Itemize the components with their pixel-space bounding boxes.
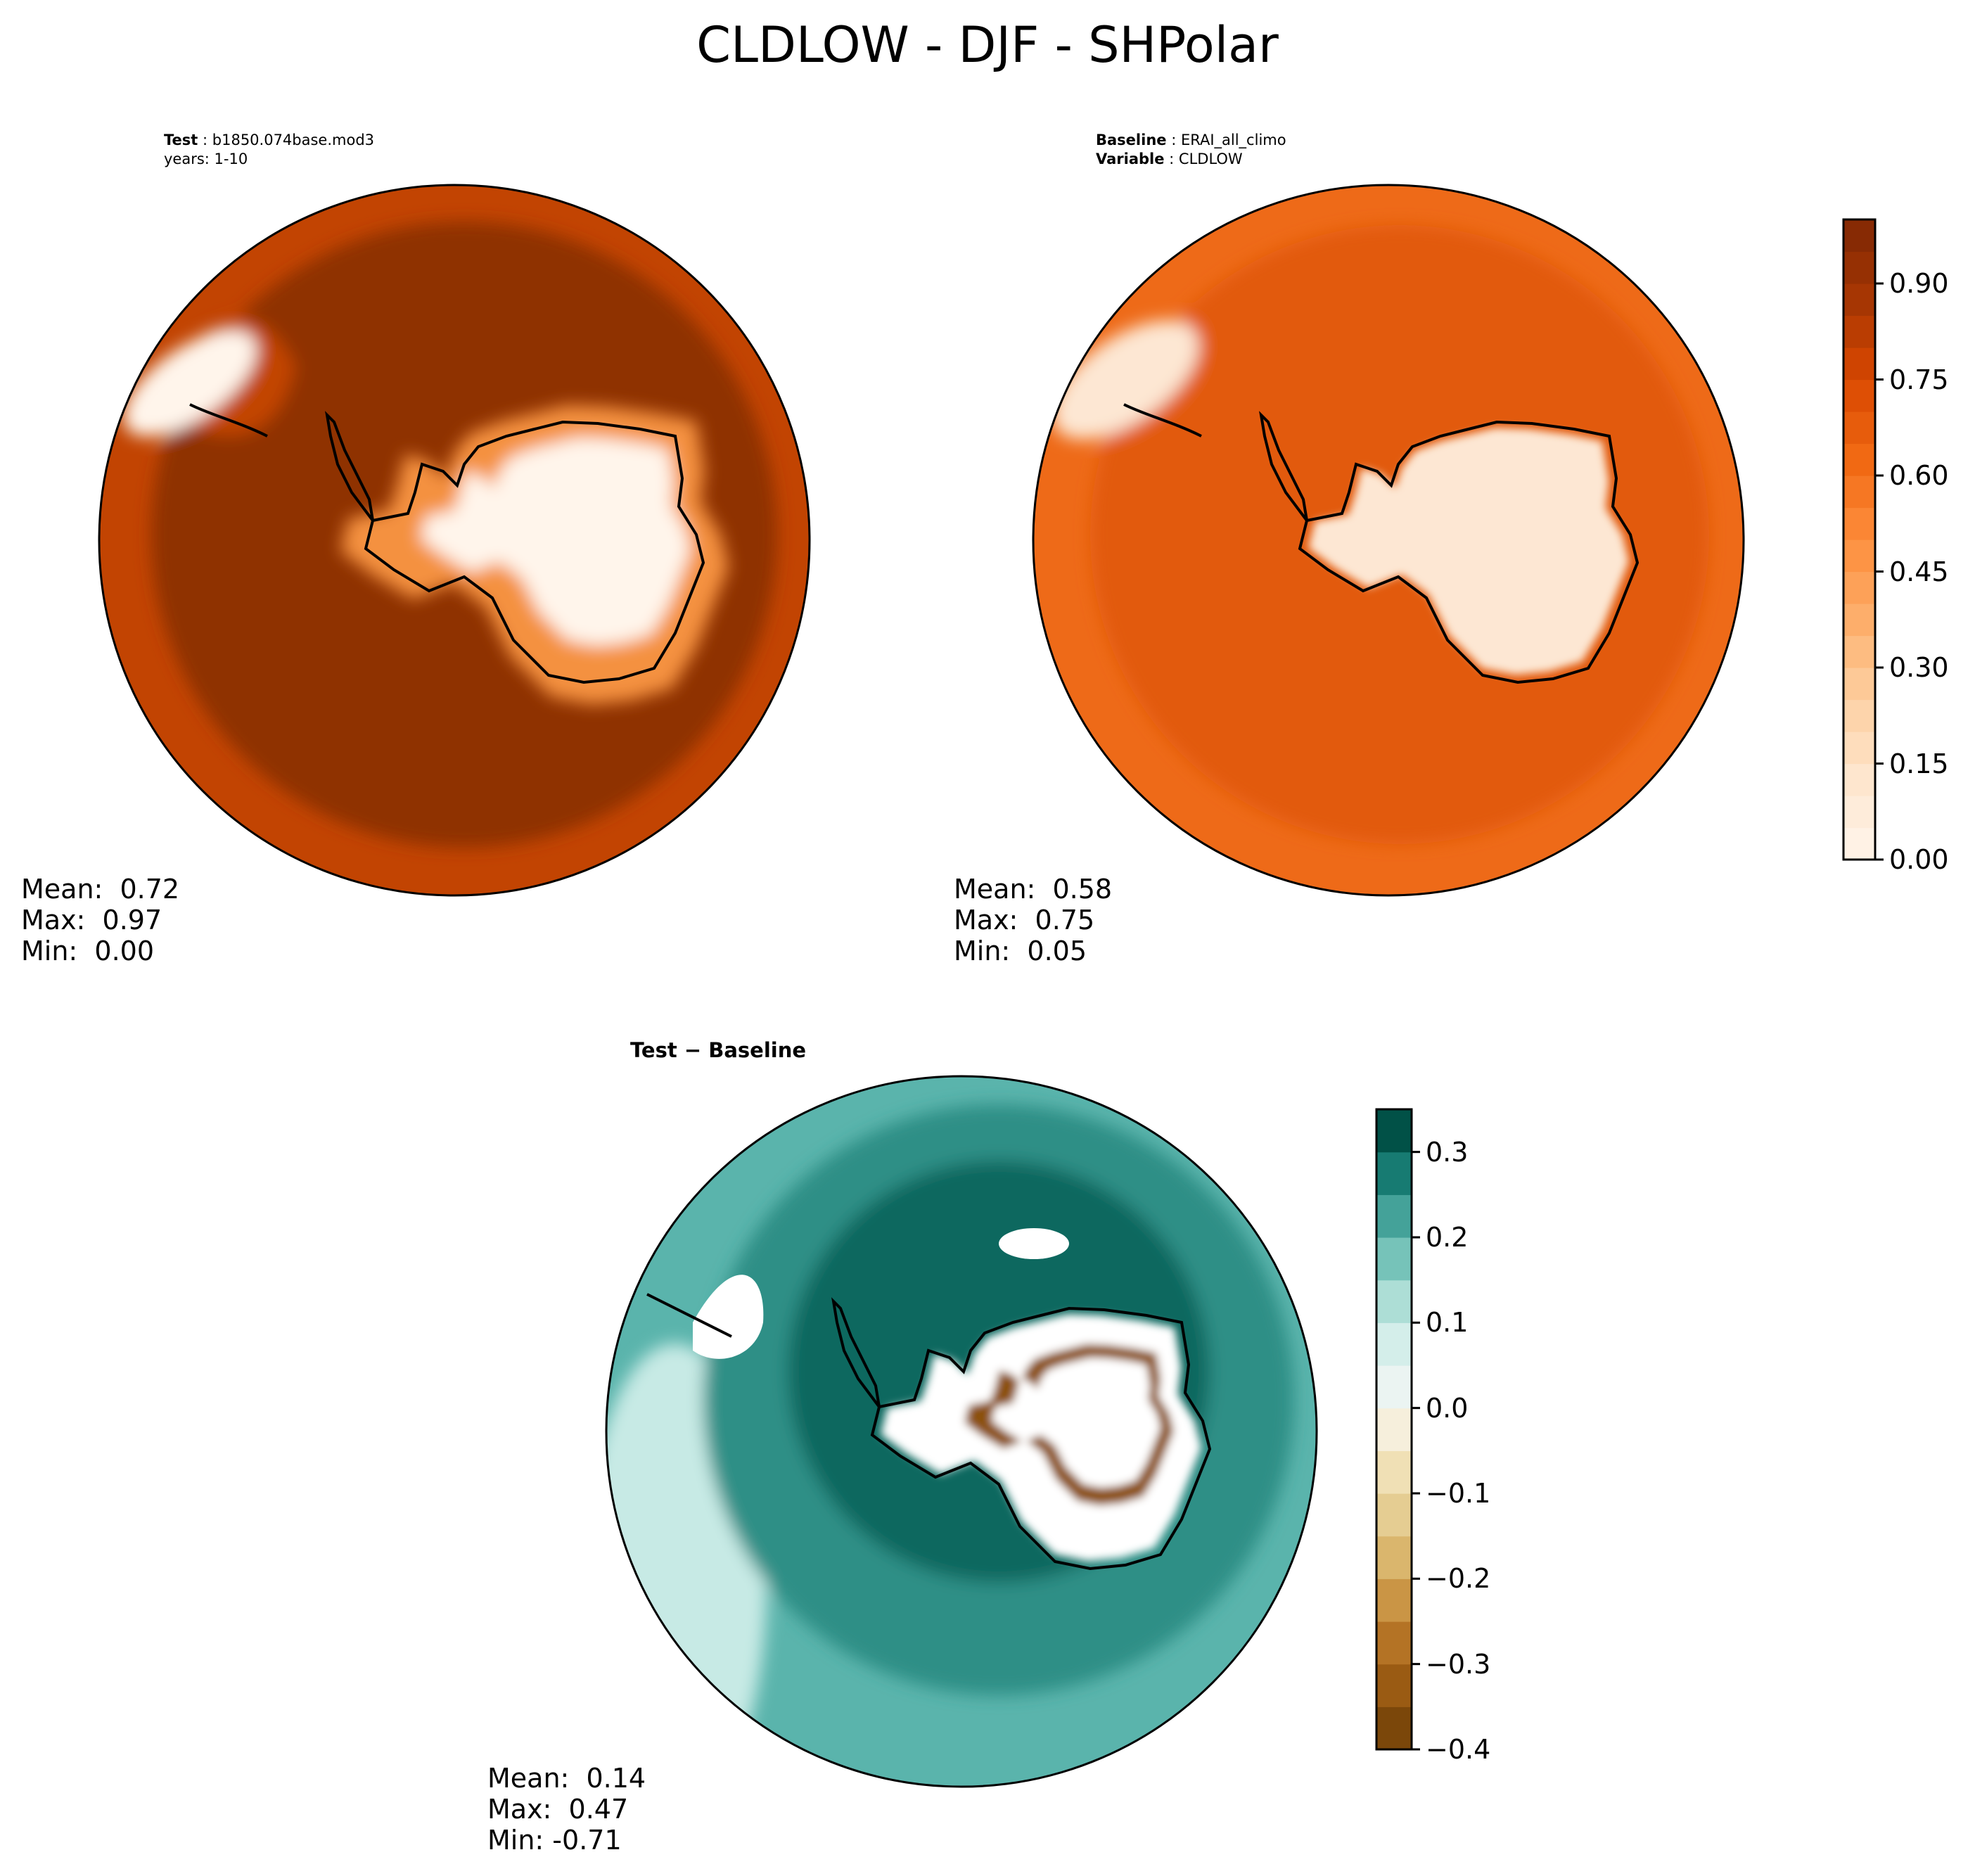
colorbar-top (1842, 218, 1884, 861)
test-map (98, 184, 811, 897)
colorbar-diff-swatch (1376, 1706, 1412, 1750)
colorbar-diff-swatch (1376, 1536, 1412, 1579)
colorbar-diff-frame (1375, 1108, 1413, 1751)
colorbar-top-swatch (1843, 635, 1875, 668)
test-label-value: b1850.074base.mod3 (212, 132, 375, 148)
colorbar-diff-tick-label: 0.1 (1426, 1307, 1469, 1339)
test-label-colon: : (198, 132, 212, 148)
colorbar-diff-tick-label: 0.3 (1426, 1136, 1469, 1168)
colorbar-diff-tick-label: −0.2 (1426, 1563, 1491, 1595)
diff-white-patch (999, 1228, 1069, 1259)
baseline-label-colon: : (1166, 132, 1181, 148)
colorbar-top-tick-label: 0.00 (1889, 844, 1949, 875)
colorbar-diff-swatch (1376, 1194, 1412, 1238)
baseline-max: Max: 0.75 (954, 905, 1095, 936)
colorbar-top-tick-label: 0.75 (1889, 364, 1949, 395)
colorbar-diff-tick-label: 0.2 (1426, 1222, 1469, 1253)
variable-label-key: Variable (1096, 151, 1165, 167)
colorbar-top-swatch (1843, 571, 1875, 604)
colorbar-top-swatch (1843, 476, 1875, 509)
diff-southamerica-coast (646, 1293, 732, 1338)
colorbar-top-swatch (1843, 763, 1875, 796)
colorbar-top-frame (1842, 218, 1877, 861)
diff-southamerica-white (693, 1275, 764, 1359)
diff-panel-title: Test − Baseline (630, 1038, 807, 1062)
colorbar-top-swatch (1843, 411, 1875, 445)
colorbar-diff-tick-label: −0.4 (1426, 1734, 1491, 1765)
test-corner-ice (123, 330, 257, 437)
colorbar-top-swatch (1843, 251, 1875, 284)
test-max: Max: 0.97 (21, 905, 162, 936)
colorbar-diff-swatch (1376, 1109, 1412, 1153)
test-mean: Mean: 0.72 (21, 874, 180, 905)
baseline-label: Baseline : ERAI_all_climo Variable : CLD… (1096, 131, 1286, 169)
colorbar-top-swatch (1843, 732, 1875, 765)
colorbar-top-tick-label: 0.15 (1889, 748, 1949, 779)
colorbar-top-swatch (1843, 540, 1875, 573)
test-map-fill (99, 185, 810, 895)
colorbar-top-swatch (1843, 507, 1875, 540)
baseline-southamerica-coast (1123, 403, 1202, 438)
colorbar-top-swatch (1843, 219, 1875, 253)
colorbar-diff-swatch (1376, 1664, 1412, 1707)
diff-min: Min: -0.71 (487, 1825, 622, 1856)
baseline-min: Min: 0.05 (954, 936, 1087, 966)
colorbar-top-swatch (1843, 443, 1875, 476)
diff-map-border (605, 1075, 1318, 1788)
test-min: Min: 0.00 (21, 936, 154, 966)
diff-map-fill (606, 1076, 1317, 1787)
baseline-corner-ice (1052, 320, 1199, 440)
baseline-mean: Mean: 0.58 (954, 874, 1113, 905)
test-map-border (98, 184, 811, 897)
colorbar-diff-swatch (1376, 1237, 1412, 1281)
baseline-label-key: Baseline (1096, 132, 1167, 148)
colorbar-top-swatch (1843, 699, 1875, 732)
colorbar-diff-tick-label: −0.3 (1426, 1648, 1491, 1680)
colorbar-top-tick-label: 0.60 (1889, 460, 1949, 491)
colorbar-top-swatch (1843, 668, 1875, 701)
baseline-stats: Mean: 0.58 Max: 0.75 Min: 0.05 (954, 874, 1112, 966)
figure-title: CLDLOW - DJF - SHPolar (696, 16, 1279, 74)
colorbar-diff-swatch (1376, 1408, 1412, 1451)
colorbar-top-swatch (1843, 604, 1875, 637)
colorbar-top-swatch (1843, 827, 1875, 860)
test-stats: Mean: 0.72 Max: 0.97 Min: 0.00 (21, 874, 179, 966)
colorbar-top-tick-label: 0.90 (1889, 268, 1949, 299)
diff-mean: Mean: 0.14 (487, 1763, 646, 1794)
diff-stats: Mean: 0.14 Max: 0.47 Min: -0.71 (487, 1763, 646, 1856)
colorbar-top-swatch (1843, 315, 1875, 348)
baseline-label-value: ERAI_all_climo (1180, 132, 1286, 148)
colorbar-top-swatch (1843, 379, 1875, 412)
diff-map (605, 1075, 1318, 1788)
colorbar-diff-swatch (1376, 1578, 1412, 1622)
colorbar-diff-swatch (1376, 1450, 1412, 1494)
colorbar-diff-tick-label: −0.1 (1426, 1478, 1491, 1509)
colorbar-top-swatch (1843, 283, 1875, 317)
test-label-years: years: 1-10 (164, 151, 248, 167)
variable-label-value: CLDLOW (1178, 151, 1243, 167)
baseline-map (1032, 184, 1745, 897)
colorbar-diff-swatch (1376, 1322, 1412, 1366)
test-southamerica-coast (189, 403, 268, 438)
colorbar-top-tick-label: 0.45 (1889, 556, 1949, 587)
colorbar-diff-swatch (1376, 1151, 1412, 1195)
test-label: Test : b1850.074base.mod3 years: 1-10 (164, 131, 374, 169)
colorbar-top-swatch (1843, 347, 1875, 381)
baseline-map-border (1032, 184, 1745, 897)
baseline-map-fill (1033, 185, 1744, 895)
colorbar-diff (1375, 1108, 1420, 1751)
colorbar-top-swatch (1843, 796, 1875, 829)
test-label-key: Test (164, 132, 198, 148)
colorbar-diff-swatch (1376, 1621, 1412, 1665)
variable-label-colon: : (1164, 151, 1179, 167)
colorbar-diff-tick-label: 0.0 (1426, 1392, 1469, 1424)
diff-max: Max: 0.47 (487, 1794, 629, 1825)
colorbar-diff-swatch (1376, 1280, 1412, 1323)
colorbar-top-tick-label: 0.30 (1889, 652, 1949, 683)
colorbar-diff-swatch (1376, 1493, 1412, 1537)
colorbar-diff-swatch (1376, 1365, 1412, 1409)
